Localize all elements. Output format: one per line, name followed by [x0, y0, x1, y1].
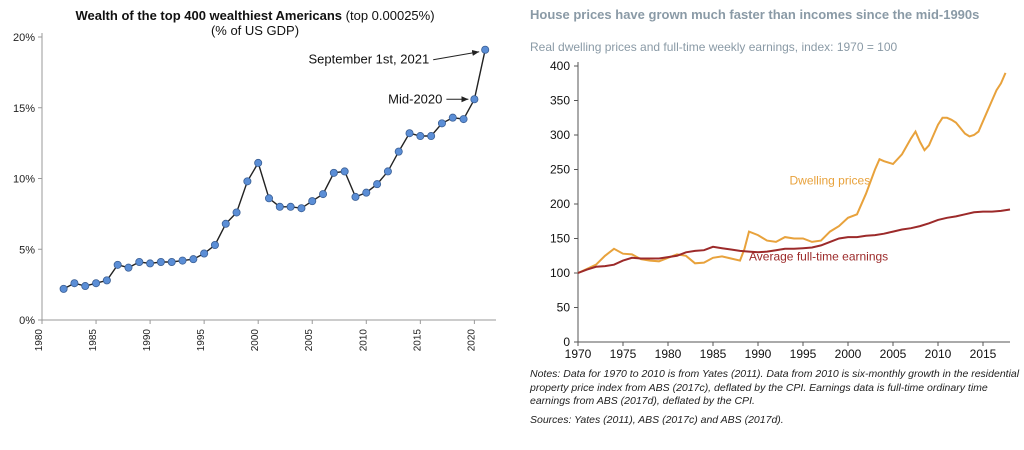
wealth-data-point	[210, 241, 219, 250]
wealth-data-point	[113, 260, 122, 269]
right-y-tick-label: 300	[550, 128, 570, 142]
wealth-data-point	[470, 95, 479, 104]
wealth-data-point	[221, 219, 230, 228]
annotation-arrow-2021	[433, 49, 480, 61]
wealth-data-point	[329, 168, 338, 177]
right-x-tick-label: 1975	[610, 347, 637, 361]
wealth-data-point	[459, 115, 468, 124]
right-y-tick-label: 200	[550, 197, 570, 211]
wealth-data-point	[254, 158, 263, 167]
wealth-data-point	[340, 167, 349, 176]
right-chart-title: House prices have grown much faster than…	[530, 7, 980, 22]
annotation-mid-2020: Mid-2020	[388, 91, 442, 106]
wealth-data-point	[135, 257, 144, 266]
right-x-tick-label: 2015	[970, 347, 997, 361]
dwelling-prices-label: Dwelling prices	[790, 174, 871, 188]
wealth-data-point	[189, 255, 198, 264]
wealth-data-point	[124, 263, 133, 272]
left-x-tick-label: 2020	[466, 329, 477, 352]
wealth-data-point	[146, 259, 155, 268]
right-y-tick-label: 150	[550, 232, 570, 246]
right-chart-subtitle: Real dwelling prices and full-time weekl…	[530, 40, 898, 54]
left-x-tick-label: 1985	[88, 329, 99, 352]
left-x-tick-label: 2015	[412, 329, 423, 352]
wealth-data-point	[351, 192, 360, 201]
right-y-tick-label: 0	[563, 335, 570, 349]
left-x-tick-label: 2010	[358, 329, 369, 352]
right-x-tick-label: 1980	[655, 347, 682, 361]
wealth-series-line	[63, 49, 486, 290]
wealth-data-point	[232, 208, 241, 217]
chart-notes: Notes: Data for 1970 to 2010 is from Yat…	[530, 368, 1020, 427]
left-chart-title-bold: Wealth of the top 400 wealthiest America…	[75, 8, 343, 23]
wealth-data-point	[373, 180, 382, 189]
wealth-data-point	[448, 113, 457, 122]
right-x-tick-label: 1990	[745, 347, 772, 361]
wealth-data-point	[81, 282, 90, 291]
left-y-tick-label: 20%	[13, 32, 35, 44]
wealth-data-point	[59, 284, 68, 293]
wealth-data-point	[362, 188, 371, 197]
wealth-data-point	[200, 249, 209, 258]
wealth-data-point	[319, 190, 328, 199]
wealth-data-point	[167, 257, 176, 266]
left-chart-subtitle: (% of US GDP)	[210, 23, 300, 38]
left-y-tick-label: 10%	[13, 174, 35, 186]
earnings-label: Average full-time earnings	[749, 250, 888, 264]
right-y-tick-label: 350	[550, 94, 570, 108]
wealth-data-point	[383, 167, 392, 176]
right-x-tick-label: 1995	[790, 347, 817, 361]
wealth-chart-panel: Wealth of the top 400 wealthiest America…	[0, 0, 510, 450]
sources-text: Sources: Yates (2011), ABS (2017c) and A…	[530, 413, 784, 426]
wealth-data-point	[308, 197, 317, 206]
right-y-tick-label: 50	[557, 301, 571, 315]
notes-text: Notes: Data for 1970 to 2010 is from Yat…	[530, 368, 1020, 407]
annotation-september-2021: September 1st, 2021	[308, 52, 429, 67]
left-y-tick-label: 5%	[19, 244, 35, 256]
left-x-tick-label: 1995	[196, 329, 207, 352]
left-y-tick-label: 15%	[13, 103, 35, 115]
left-y-tick-label: 0%	[19, 315, 35, 327]
wealth-data-point	[427, 132, 436, 141]
wealth-data-point	[92, 279, 101, 288]
right-x-tick-label: 2010	[925, 347, 952, 361]
wealth-data-point	[405, 129, 414, 138]
right-x-tick-label: 2005	[880, 347, 907, 361]
wealth-data-point	[156, 257, 165, 266]
right-x-tick-label: 2000	[835, 347, 862, 361]
wealth-data-point	[102, 276, 111, 285]
wealth-data-point	[243, 177, 252, 186]
right-x-tick-label: 1970	[565, 347, 592, 361]
house-price-chart: 0 50 100 150 200 250 300 350 400 1970 1975 1980 1985…	[550, 59, 1011, 361]
left-chart-title-rest: (top 0.00025%)	[342, 8, 435, 23]
wealth-data-point	[416, 132, 425, 141]
left-x-tick-label: 2005	[304, 329, 315, 352]
wealth-data-point	[297, 204, 306, 213]
wealth-data-point	[264, 194, 273, 203]
right-x-tick-label: 1985	[700, 347, 727, 361]
wealth-data-point	[70, 279, 79, 288]
wealth-data-point	[437, 119, 446, 128]
earnings-line	[577, 208, 1011, 274]
house-price-chart-panel: House prices have grown much faster than…	[512, 0, 1024, 450]
left-x-tick-label: 1990	[142, 329, 153, 352]
wealth-data-point	[178, 256, 187, 265]
right-y-tick-label: 100	[550, 266, 570, 280]
wealth-data-point	[286, 202, 295, 211]
wealth-data-point	[275, 202, 284, 211]
left-chart-title: Wealth of the top 400 wealthiest America…	[0, 8, 510, 24]
wealth-chart: 0% 5% 10% 15% 20% 1980 1985 1990 1995 2000 2005 201…	[13, 32, 496, 352]
wealth-data-point	[394, 147, 403, 156]
right-y-tick-label: 250	[550, 163, 570, 177]
left-x-tick-label: 2000	[250, 329, 261, 352]
right-y-tick-label: 400	[550, 59, 570, 73]
wealth-data-point	[481, 45, 490, 54]
left-x-tick-label: 1980	[34, 329, 45, 352]
